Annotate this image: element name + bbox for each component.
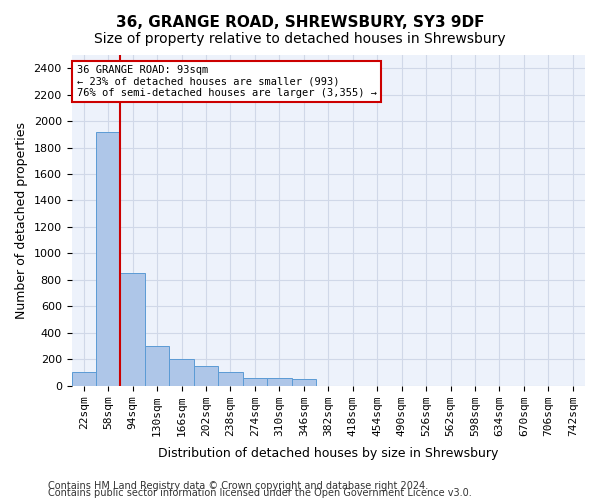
Text: Size of property relative to detached houses in Shrewsbury: Size of property relative to detached ho… [94, 32, 506, 46]
Bar [145, 346, 169, 386]
Y-axis label: Number of detached properties: Number of detached properties [15, 122, 28, 319]
Bar [71, 372, 96, 386]
Bar [194, 366, 218, 386]
Text: Contains public sector information licensed under the Open Government Licence v3: Contains public sector information licen… [48, 488, 472, 498]
Text: Contains HM Land Registry data © Crown copyright and database right 2024.: Contains HM Land Registry data © Crown c… [48, 481, 428, 491]
Bar [242, 378, 267, 386]
Bar [292, 379, 316, 386]
Bar [96, 132, 121, 386]
X-axis label: Distribution of detached houses by size in Shrewsbury: Distribution of detached houses by size … [158, 447, 499, 460]
Bar [218, 372, 242, 386]
Bar [121, 273, 145, 386]
Bar [267, 378, 292, 386]
Bar [169, 359, 194, 386]
Text: 36 GRANGE ROAD: 93sqm
← 23% of detached houses are smaller (993)
76% of semi-det: 36 GRANGE ROAD: 93sqm ← 23% of detached … [77, 65, 377, 98]
Text: 36, GRANGE ROAD, SHREWSBURY, SY3 9DF: 36, GRANGE ROAD, SHREWSBURY, SY3 9DF [116, 15, 484, 30]
